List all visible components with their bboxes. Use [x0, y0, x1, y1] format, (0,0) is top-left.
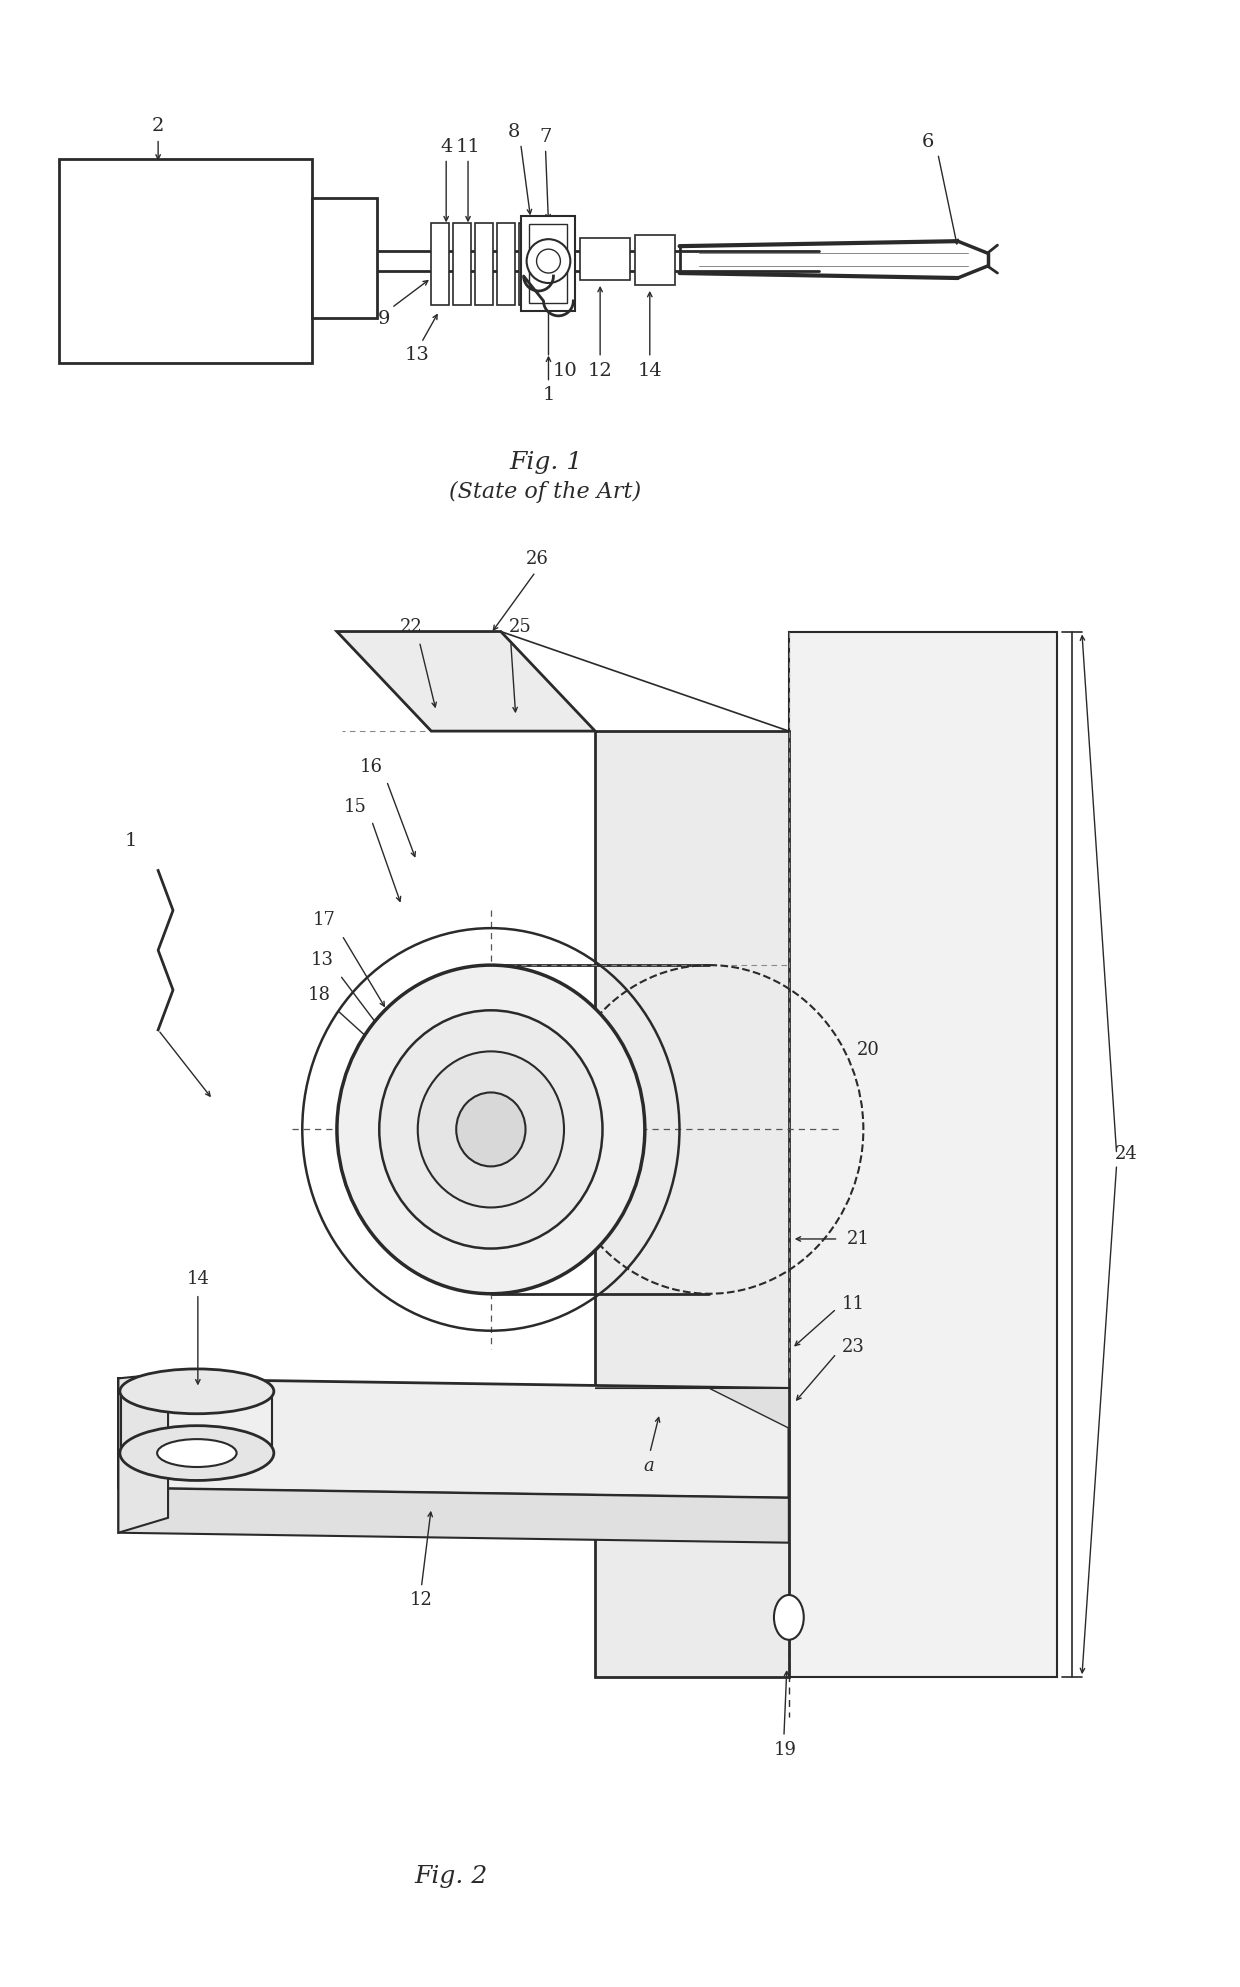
- Bar: [635, 234, 675, 284]
- Bar: [475, 223, 492, 304]
- Polygon shape: [118, 1379, 789, 1498]
- Text: 14: 14: [637, 362, 662, 380]
- Polygon shape: [118, 1373, 169, 1532]
- Text: 20: 20: [857, 1041, 879, 1059]
- Text: 17: 17: [312, 912, 336, 930]
- Text: 1: 1: [542, 385, 554, 403]
- Text: 11: 11: [842, 1296, 866, 1313]
- Text: Fig. 2: Fig. 2: [414, 1864, 487, 1888]
- Text: 13: 13: [405, 346, 430, 364]
- Text: 25: 25: [510, 618, 532, 636]
- Text: 11: 11: [455, 137, 480, 155]
- Circle shape: [537, 248, 560, 272]
- Bar: [312, 199, 377, 318]
- Bar: [453, 223, 471, 304]
- Polygon shape: [789, 632, 1056, 1677]
- Text: 15: 15: [343, 799, 366, 817]
- Ellipse shape: [120, 1427, 274, 1480]
- Text: 1: 1: [125, 833, 138, 850]
- Text: 16: 16: [360, 757, 383, 777]
- Text: 2: 2: [153, 117, 165, 135]
- Text: (State of the Art): (State of the Art): [449, 481, 641, 503]
- Text: 19: 19: [774, 1741, 796, 1758]
- Bar: [521, 217, 575, 310]
- Polygon shape: [595, 1389, 789, 1429]
- Bar: [497, 223, 515, 304]
- Text: 24: 24: [1115, 1145, 1138, 1162]
- Bar: [432, 223, 449, 304]
- Text: 7: 7: [539, 127, 552, 145]
- Bar: [58, 159, 312, 364]
- Text: Fig. 1: Fig. 1: [508, 451, 582, 473]
- Text: 23: 23: [842, 1337, 864, 1355]
- Polygon shape: [118, 1488, 789, 1542]
- Text: 10: 10: [553, 362, 578, 380]
- Ellipse shape: [157, 1439, 237, 1466]
- Bar: [518, 223, 537, 304]
- Bar: [580, 238, 630, 280]
- Ellipse shape: [418, 1051, 564, 1208]
- Ellipse shape: [120, 1369, 274, 1413]
- Polygon shape: [595, 731, 789, 1677]
- Text: 13: 13: [310, 952, 334, 970]
- Ellipse shape: [337, 966, 645, 1294]
- Text: 9: 9: [377, 310, 389, 328]
- Text: 18: 18: [308, 986, 331, 1003]
- Text: 21: 21: [847, 1230, 869, 1248]
- Circle shape: [527, 238, 570, 282]
- Polygon shape: [337, 632, 595, 731]
- Bar: [528, 225, 568, 302]
- Text: 26: 26: [526, 550, 549, 568]
- Ellipse shape: [456, 1093, 526, 1166]
- Text: a: a: [644, 1456, 655, 1474]
- Text: 12: 12: [410, 1592, 433, 1609]
- Text: 22: 22: [401, 618, 423, 636]
- Text: 8: 8: [507, 123, 520, 141]
- Ellipse shape: [774, 1596, 804, 1639]
- Text: 12: 12: [588, 362, 613, 380]
- Text: 4: 4: [440, 137, 453, 155]
- Text: 14: 14: [186, 1270, 210, 1288]
- Ellipse shape: [379, 1009, 603, 1248]
- Text: 6: 6: [921, 133, 934, 151]
